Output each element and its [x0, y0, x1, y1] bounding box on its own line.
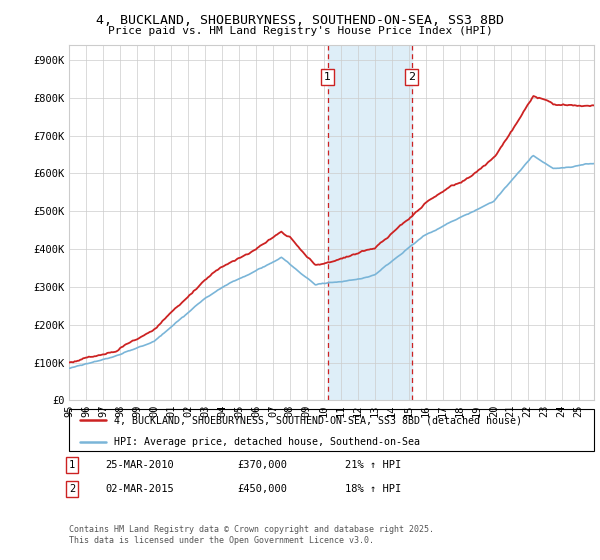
- Text: 18% ↑ HPI: 18% ↑ HPI: [345, 484, 401, 494]
- Bar: [328, 45, 412, 400]
- Text: Contains HM Land Registry data © Crown copyright and database right 2025.
This d: Contains HM Land Registry data © Crown c…: [69, 525, 434, 545]
- Text: 21% ↑ HPI: 21% ↑ HPI: [345, 460, 401, 470]
- Text: £370,000: £370,000: [237, 460, 287, 470]
- Text: 1: 1: [69, 460, 75, 470]
- Text: £450,000: £450,000: [237, 484, 287, 494]
- Text: 4, BUCKLAND, SHOEBURYNESS, SOUTHEND-ON-SEA, SS3 8BD: 4, BUCKLAND, SHOEBURYNESS, SOUTHEND-ON-S…: [96, 14, 504, 27]
- Text: 02-MAR-2015: 02-MAR-2015: [105, 484, 174, 494]
- Text: 2: 2: [408, 72, 415, 82]
- Text: 2: 2: [69, 484, 75, 494]
- Text: Price paid vs. HM Land Registry's House Price Index (HPI): Price paid vs. HM Land Registry's House …: [107, 26, 493, 36]
- Text: 1: 1: [324, 72, 331, 82]
- Text: 4, BUCKLAND, SHOEBURYNESS, SOUTHEND-ON-SEA, SS3 8BD (detached house): 4, BUCKLAND, SHOEBURYNESS, SOUTHEND-ON-S…: [113, 415, 521, 425]
- Text: 25-MAR-2010: 25-MAR-2010: [105, 460, 174, 470]
- Text: HPI: Average price, detached house, Southend-on-Sea: HPI: Average price, detached house, Sout…: [113, 437, 419, 446]
